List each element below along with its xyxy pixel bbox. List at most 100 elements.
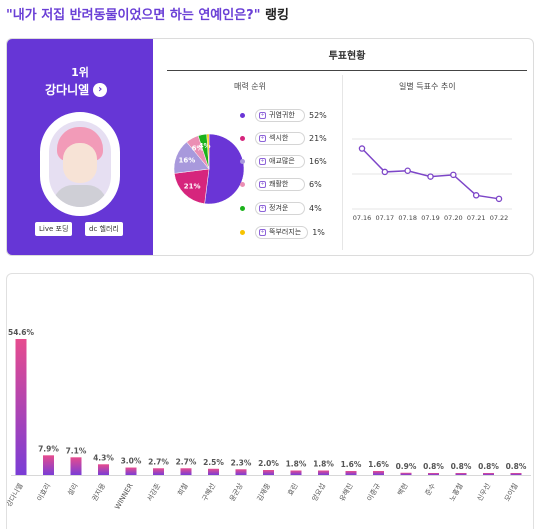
pie-slice	[173, 168, 210, 205]
ranking-bar[interactable]	[428, 473, 439, 475]
legend-percent: 1%	[312, 227, 325, 237]
bar-value-label: 4.3%	[93, 453, 114, 462]
legend-label: 섹시한	[269, 133, 289, 142]
title-quote: "내가 저집 반려동물이었으면 하는 연예인은?"	[6, 8, 261, 23]
ranking-bar[interactable]	[483, 473, 494, 475]
bar-value-label: 7.9%	[38, 444, 59, 453]
bar-category-label[interactable]: 설리	[65, 482, 79, 498]
ranking-bar[interactable]	[373, 471, 384, 475]
bar-category-label[interactable]: 양요섭	[310, 482, 327, 503]
divider	[167, 70, 527, 71]
legend-pill[interactable]: + 뚝부러지는	[255, 225, 309, 239]
bar-category-label[interactable]: 노홍철	[447, 482, 464, 503]
ranking-bar[interactable]	[98, 464, 109, 475]
ranking-bar[interactable]	[400, 472, 412, 475]
charm-pie-chart: 21% 16% 6%4%	[173, 133, 245, 205]
title-suffix: 랭킹	[260, 8, 289, 23]
bar-value-label: 0.8%	[506, 462, 527, 471]
trend-point	[427, 173, 434, 180]
pie-slice-label: 6%	[192, 145, 204, 153]
pie-slice-label: 16%	[178, 157, 195, 165]
bar-category-label[interactable]: 윤균상	[227, 481, 245, 503]
mirror-frame	[40, 112, 120, 216]
bar-value-label: 54.6%	[8, 328, 35, 337]
ranking-bar[interactable]	[510, 473, 522, 475]
ranking-bar[interactable]	[70, 457, 82, 475]
ranking-bar[interactable]	[290, 470, 302, 475]
legend-item[interactable]: + 쾌활한 6%	[240, 177, 322, 191]
bar-value-label: 2.0%	[258, 459, 279, 468]
ranking-bar[interactable]	[318, 470, 329, 475]
bar-category-label[interactable]: 이효리	[35, 482, 52, 503]
ranking-bar[interactable]	[455, 473, 467, 475]
winner-photo	[49, 121, 111, 207]
legend-percent: 16%	[309, 156, 327, 166]
bar-category-label[interactable]: 백현	[395, 482, 409, 498]
bar-value-label: 1.6%	[368, 460, 389, 469]
bar-value-label: 7.1%	[66, 446, 87, 455]
bar-category-label[interactable]: 구혜선	[200, 482, 217, 503]
legend-item[interactable]: + 섹시한 21%	[240, 131, 327, 145]
bar-category-label[interactable]: 효린	[285, 482, 299, 498]
gallery-button[interactable]: dc 헬러리	[85, 222, 123, 236]
plus-icon: +	[259, 111, 266, 119]
trend-x-label: 07.20	[444, 214, 463, 222]
winner-rank: 1위	[71, 66, 89, 79]
bar-category-label[interactable]: 모이칠	[502, 482, 519, 503]
trend-point	[495, 195, 503, 203]
legend-pill[interactable]: + 섹시한	[255, 131, 305, 145]
bar-category-label[interactable]: 유해진	[337, 482, 354, 503]
pie-slice	[204, 133, 245, 205]
legend-label: 쾌활한	[269, 179, 289, 188]
plus-icon: +	[259, 204, 266, 212]
legend-pill[interactable]: + 정겨운	[255, 201, 305, 215]
bar-category-label[interactable]: 강다니엘	[7, 482, 25, 509]
ranking-bar-chart: 54.6% 강다니엘 7.9% 이효리 7.1% 설리 4.3% 권지용 3.0% WINNER 2…	[7, 328, 531, 511]
trend-x-label: 07.18	[398, 214, 417, 222]
ranking-bar[interactable]	[43, 455, 54, 475]
bar-category-label[interactable]: 신우선	[475, 482, 492, 503]
trend-point	[450, 171, 457, 179]
charm-rank-header: 매력 순위	[234, 82, 266, 91]
trend-x-label: 07.16	[353, 214, 372, 222]
legend-swatch	[240, 158, 245, 164]
ranking-bar[interactable]	[263, 470, 274, 475]
pie-slice-label: 21%	[184, 182, 201, 190]
legend-pill[interactable]: + 애교많은	[255, 154, 305, 168]
legend-percent: 6%	[309, 179, 322, 189]
legend-item[interactable]: + 애교많은 16%	[240, 154, 327, 168]
daily-trend-chart: 07.16 07.17 07.18 07.19 07.20 07.21 07.22	[352, 138, 512, 222]
legend-item[interactable]: + 정겨운 4%	[240, 201, 322, 215]
bar-category-label[interactable]: 서강준	[145, 481, 163, 503]
legend-item[interactable]: + 뚝부러지는 1%	[240, 225, 325, 239]
ranking-bar[interactable]	[345, 471, 357, 475]
legend-pill[interactable]: + 쾌활한	[255, 177, 305, 191]
trend-point	[381, 168, 389, 176]
bar-category-label[interactable]: 준수	[424, 482, 438, 498]
ranking-bar[interactable]	[180, 468, 192, 475]
legend-percent: 52%	[309, 110, 327, 120]
winner-name-link[interactable]: 강다니엘 ›	[45, 81, 108, 98]
ranking-bar[interactable]	[153, 468, 164, 475]
ranking-bar[interactable]	[15, 339, 27, 475]
plus-icon: +	[259, 157, 266, 165]
vote-status-title: 투표현황	[328, 51, 366, 62]
legend-item[interactable]: + 귀염귀한 52%	[240, 108, 327, 122]
trend-point	[404, 167, 411, 175]
legend-label: 귀염귀한	[269, 110, 295, 119]
ranking-bar[interactable]	[235, 469, 247, 475]
trend-x-label: 07.22	[490, 214, 509, 222]
bar-category-label[interactable]: 권지용	[90, 481, 108, 503]
bar-category-label[interactable]: 희철	[175, 482, 189, 498]
bar-value-label: 3.0%	[121, 457, 142, 466]
live-button[interactable]: Live 포딩	[35, 222, 73, 236]
legend-label: 애교많은	[269, 156, 295, 165]
ranking-bar[interactable]	[125, 467, 137, 475]
legend-percent: 4%	[309, 203, 322, 213]
bar-value-label: 1.8%	[313, 460, 334, 469]
ranking-bar[interactable]	[208, 468, 219, 475]
bar-category-label[interactable]: WINNER	[113, 482, 134, 511]
legend-pill[interactable]: + 귀염귀한	[255, 108, 305, 122]
bar-category-label[interactable]: 김재중	[256, 482, 273, 503]
bar-category-label[interactable]: 이종규	[365, 481, 383, 503]
